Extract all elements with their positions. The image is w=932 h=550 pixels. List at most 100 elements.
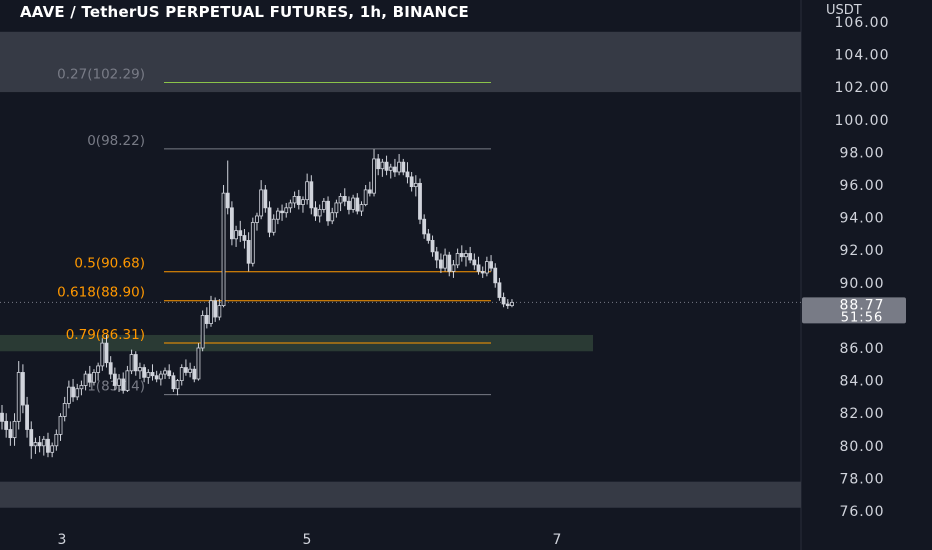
candle-body[interactable] <box>25 404 29 430</box>
candle-body[interactable] <box>75 388 80 398</box>
candle-body[interactable] <box>50 445 55 453</box>
candle-body[interactable] <box>359 204 364 212</box>
candle-body[interactable] <box>301 199 305 205</box>
candle-body[interactable] <box>255 215 259 223</box>
candle-body[interactable] <box>384 161 389 171</box>
candle-body[interactable] <box>142 367 147 378</box>
candle-body[interactable] <box>267 207 272 233</box>
candle-body[interactable] <box>342 196 347 202</box>
candle-body[interactable] <box>192 368 197 380</box>
candle-body[interactable] <box>317 209 322 217</box>
candle-body[interactable] <box>29 429 34 447</box>
candle-body[interactable] <box>150 372 155 377</box>
candle-body[interactable] <box>41 438 46 447</box>
candle-body[interactable] <box>196 347 201 380</box>
candle-body[interactable] <box>16 372 21 422</box>
candle-body[interactable] <box>46 438 50 453</box>
candle-body[interactable] <box>309 181 314 209</box>
candle-body[interactable] <box>263 189 268 209</box>
candle-body[interactable] <box>472 259 477 266</box>
candle-body[interactable] <box>117 378 121 386</box>
candle-body[interactable] <box>221 192 226 307</box>
candle-body[interactable] <box>158 373 163 380</box>
candle-body[interactable] <box>225 192 230 209</box>
candle-body[interactable] <box>92 372 96 383</box>
candle-body[interactable] <box>217 305 222 318</box>
candle-body[interactable] <box>62 403 67 417</box>
candle-body[interactable] <box>125 370 130 391</box>
candle-body[interactable] <box>246 240 251 264</box>
candle-body[interactable] <box>8 429 13 439</box>
candle-body[interactable] <box>497 282 502 298</box>
candle-body[interactable] <box>489 261 493 269</box>
candle-body[interactable] <box>146 372 151 378</box>
candle-body[interactable] <box>405 171 410 178</box>
candle-body[interactable] <box>338 196 343 204</box>
candle-body[interactable] <box>296 196 301 205</box>
candle-body[interactable] <box>154 375 159 380</box>
candle-body[interactable] <box>413 182 418 188</box>
candle-body[interactable] <box>250 222 255 264</box>
candle-body[interactable] <box>321 200 326 210</box>
candle-body[interactable] <box>20 372 25 406</box>
candle-body[interactable] <box>121 378 126 391</box>
candle-body[interactable] <box>388 166 393 171</box>
candle-body[interactable] <box>275 210 280 220</box>
candle-body[interactable] <box>430 240 435 253</box>
candle-body[interactable] <box>305 181 310 201</box>
candle-body[interactable] <box>376 158 381 170</box>
candle-body[interactable] <box>505 303 510 307</box>
candle-body[interactable] <box>184 367 188 373</box>
candle-body[interactable] <box>209 300 213 324</box>
candle-body[interactable] <box>363 189 368 205</box>
candle-body[interactable] <box>372 158 376 194</box>
candle-body[interactable] <box>393 166 397 173</box>
candle-body[interactable] <box>401 161 406 173</box>
candle-body[interactable] <box>271 218 276 233</box>
candle-body[interactable] <box>179 367 184 381</box>
candle-body[interactable] <box>242 235 247 241</box>
candle-body[interactable] <box>418 182 422 220</box>
candle-body[interactable] <box>447 254 452 272</box>
candle-body[interactable] <box>167 370 172 377</box>
candle-body[interactable] <box>280 210 284 214</box>
candle-body[interactable] <box>326 200 330 222</box>
candle-body[interactable] <box>171 375 176 390</box>
candle-body[interactable] <box>100 342 105 367</box>
candle-body[interactable] <box>33 442 38 447</box>
candle-body[interactable] <box>175 380 180 390</box>
candle-body[interactable] <box>37 442 42 447</box>
candle-body[interactable] <box>12 420 17 439</box>
candle-body[interactable] <box>443 254 447 269</box>
candle-body[interactable] <box>480 270 485 274</box>
candle-body[interactable] <box>484 261 489 274</box>
candle-body[interactable] <box>200 314 205 349</box>
candle-body[interactable] <box>476 264 481 272</box>
candle-body[interactable] <box>66 386 71 404</box>
candle-body[interactable] <box>108 362 113 375</box>
candle-body[interactable] <box>397 161 402 173</box>
candle-body[interactable] <box>229 207 234 240</box>
candle-body[interactable] <box>434 251 439 261</box>
candle-body[interactable] <box>351 197 356 210</box>
candle-body[interactable] <box>409 176 414 188</box>
candle-body[interactable] <box>129 354 134 372</box>
candle-body[interactable] <box>213 300 218 318</box>
candle-body[interactable] <box>163 370 167 375</box>
candle-body[interactable] <box>313 207 318 217</box>
candle-body[interactable] <box>330 212 335 222</box>
candle-body[interactable] <box>422 218 427 235</box>
candle-body[interactable] <box>96 365 101 373</box>
candle-body[interactable] <box>464 253 468 258</box>
candle-body[interactable] <box>501 297 506 305</box>
candle-body[interactable] <box>54 433 59 447</box>
candle-body[interactable] <box>79 385 84 390</box>
candle-body[interactable] <box>510 301 514 307</box>
candle-body[interactable] <box>355 197 360 212</box>
candle-body[interactable] <box>455 253 460 266</box>
candle-body[interactable] <box>234 230 238 240</box>
candle-body[interactable] <box>83 373 88 386</box>
candle-body[interactable] <box>204 314 209 324</box>
candle-body[interactable] <box>438 259 443 269</box>
candle-body[interactable] <box>288 202 293 209</box>
